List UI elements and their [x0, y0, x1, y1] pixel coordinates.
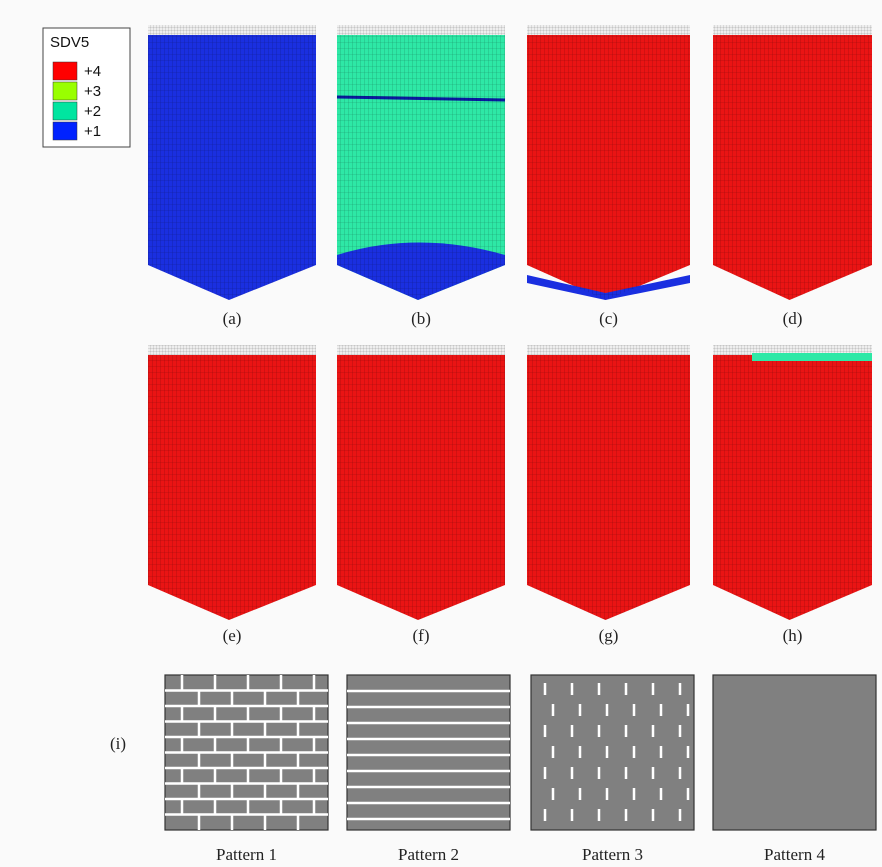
- pattern-box: [531, 675, 694, 830]
- panel-label: (b): [411, 309, 431, 328]
- pattern-label: Pattern 4: [764, 845, 825, 864]
- panel-label: (g): [599, 626, 619, 645]
- panel-top-mesh: [527, 345, 690, 355]
- legend-title: SDV5: [50, 34, 89, 51]
- panel-top-mesh: [148, 25, 316, 35]
- panel-mesh: [148, 35, 316, 300]
- legend-swatch: [53, 62, 77, 80]
- panel-label: (a): [223, 309, 242, 328]
- panel-mesh: [337, 35, 505, 300]
- panel-label: (e): [223, 626, 242, 645]
- panel-top-mesh: [713, 25, 872, 35]
- panel: (c): [527, 25, 690, 328]
- panel-mesh: [337, 355, 505, 620]
- panel-mesh: [713, 355, 872, 620]
- panel-label: (c): [599, 309, 618, 328]
- legend-label: +4: [84, 63, 101, 80]
- pattern-label: Pattern 1: [216, 845, 277, 864]
- panel-label: (d): [783, 309, 803, 328]
- panel-mesh: [527, 355, 690, 620]
- panel-rim: [752, 353, 872, 361]
- legend-swatch: [53, 122, 77, 140]
- panel-mesh: [527, 35, 690, 300]
- panel-top-mesh: [148, 345, 316, 355]
- legend-label: +1: [84, 123, 101, 140]
- panel-label: (f): [413, 626, 430, 645]
- panel-top-mesh: [527, 25, 690, 35]
- legend-swatch: [53, 102, 77, 120]
- pattern-box: [713, 675, 876, 830]
- figure: SDV5 (i) +4 +3 +2 +1 (a) (b) (c) (d) (e) (f) (g) (h…: [0, 0, 882, 867]
- legend-label: +3: [84, 83, 101, 100]
- panel-mesh: [713, 35, 872, 300]
- panel-label: (h): [783, 626, 803, 645]
- panel-top-mesh: [337, 25, 505, 35]
- pattern-label: Pattern 3: [582, 845, 643, 864]
- pattern-box: [347, 675, 510, 830]
- pattern-label: Pattern 2: [398, 845, 459, 864]
- legend-label: +2: [84, 103, 101, 120]
- patterns-label: (i): [110, 734, 126, 753]
- panel-mesh: [148, 355, 316, 620]
- legend-swatch: [53, 82, 77, 100]
- panel-top-mesh: [337, 345, 505, 355]
